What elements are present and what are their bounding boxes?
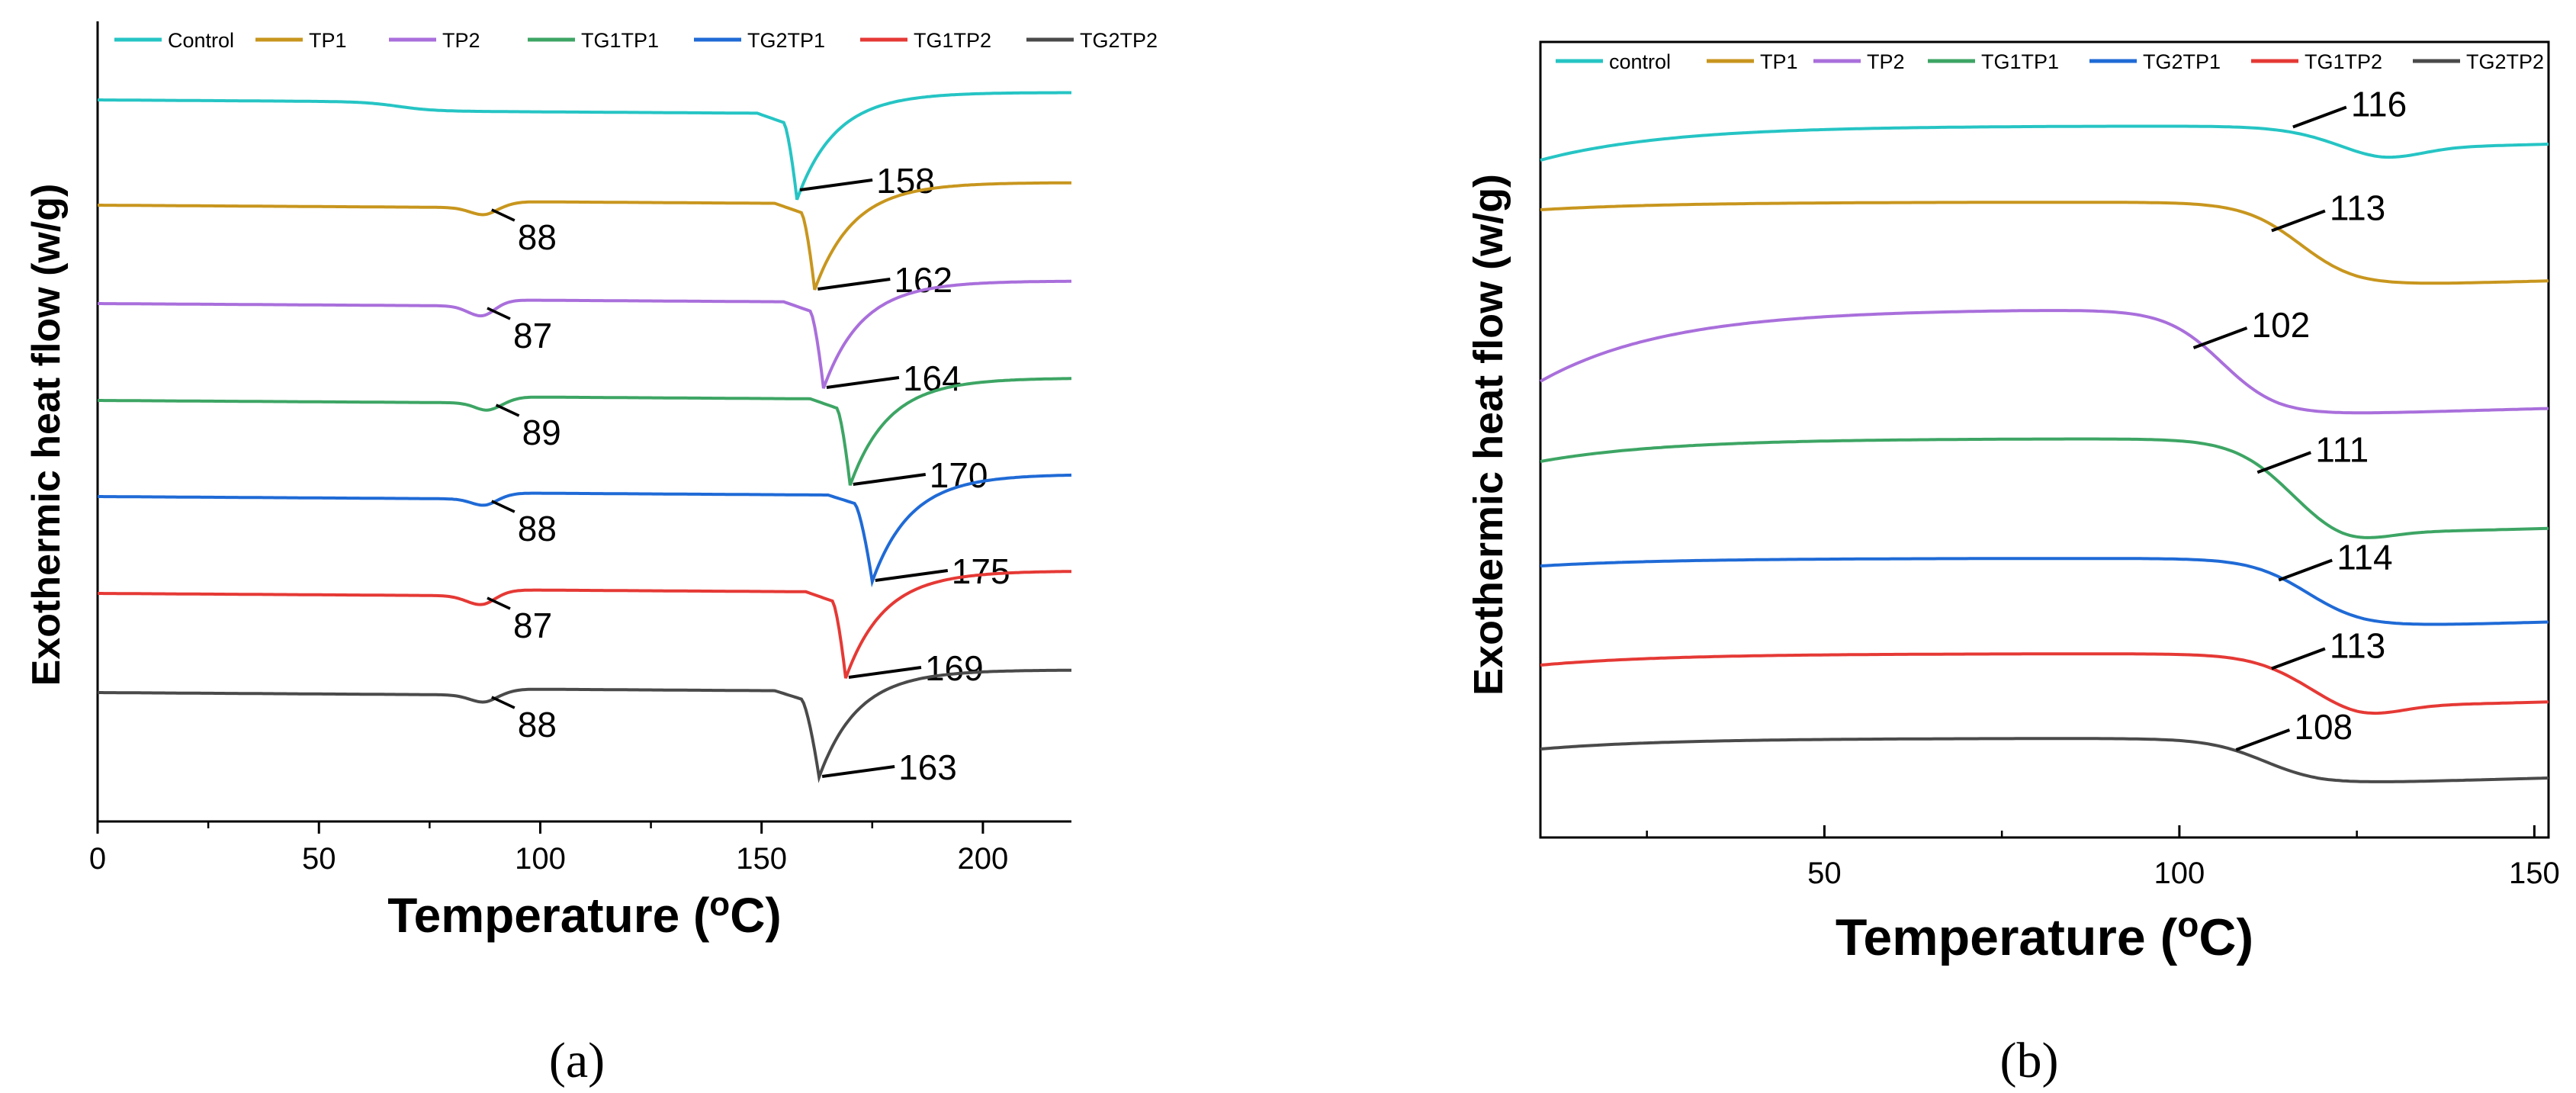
x-tick-label: 150 bbox=[736, 842, 787, 876]
chart-panel-b: 50 100 150 Temperature (oC) Exothermic heat … bbox=[1466, 40, 2560, 1088]
series-line-tg2tp2 bbox=[98, 668, 1071, 783]
annotation-leader bbox=[2235, 728, 2291, 751]
annotation-leader bbox=[826, 376, 900, 389]
legend-label: TG1TP1 bbox=[581, 29, 659, 52]
annotation-leader bbox=[799, 178, 873, 191]
x-tick-label: 50 bbox=[302, 842, 336, 876]
legend-label: TP2 bbox=[1867, 50, 1905, 73]
legend-entry: TG2TP2 bbox=[2413, 50, 2544, 73]
series-line-tg1tp2 bbox=[98, 570, 1071, 679]
y-axis-title: Exothermic heat flow (w/g) bbox=[24, 184, 69, 686]
panel-label-a: (a) bbox=[549, 1033, 605, 1088]
annotation-leader bbox=[875, 569, 949, 582]
legend-label: TG2TP2 bbox=[1080, 29, 1158, 52]
legend-entry: TG1TP2 bbox=[860, 29, 991, 52]
annotation-leader bbox=[487, 596, 511, 610]
x-tick-label: 0 bbox=[89, 842, 106, 876]
peak-annotation: 163 bbox=[898, 747, 957, 787]
series-line-tp1 bbox=[98, 181, 1071, 291]
panel-label-b: (b) bbox=[2000, 1033, 2059, 1088]
series-line-tg1tp2 bbox=[1540, 652, 2549, 715]
event-annotation: 88 bbox=[518, 217, 557, 257]
annotation-leader bbox=[487, 307, 511, 320]
legend-entry: TG1TP1 bbox=[1928, 50, 2059, 73]
annotation-leader bbox=[2271, 647, 2326, 670]
legend-label: TP2 bbox=[442, 29, 480, 52]
annotation-leader bbox=[853, 473, 927, 486]
peak-annotation: 114 bbox=[2337, 538, 2392, 577]
annotation-leader bbox=[495, 403, 520, 417]
chart-panel-a: 0 50 100 150 200 Temperature (oC) Exothermic h… bbox=[24, 21, 1158, 1088]
y-axis-title: Exothermic heat flow (w/g) bbox=[1466, 174, 1511, 696]
series-line-tp2 bbox=[1540, 309, 2549, 415]
series-line-tp2 bbox=[98, 279, 1071, 389]
event-annotation: 89 bbox=[522, 413, 561, 452]
annotation-leader bbox=[821, 765, 895, 778]
annotation-leader bbox=[2278, 558, 2333, 582]
event-annotation: 87 bbox=[513, 316, 552, 355]
event-annotation: 88 bbox=[518, 509, 557, 548]
event-annotation: 87 bbox=[513, 606, 552, 645]
legend-entry: TG2TP1 bbox=[2089, 50, 2221, 73]
legend-label: TP1 bbox=[309, 29, 347, 52]
legend-label: TG2TP1 bbox=[2143, 50, 2221, 73]
annotation-leader bbox=[491, 500, 516, 513]
legend-entry: TG1TP2 bbox=[2251, 50, 2382, 73]
annotation-leader bbox=[2256, 451, 2311, 474]
x-axis-title: Temperature (oC) bbox=[1836, 905, 2253, 966]
peak-annotation: 169 bbox=[925, 648, 984, 688]
legend-entry: TG2TP1 bbox=[694, 29, 825, 52]
x-axis-title: Temperature (oC) bbox=[387, 886, 781, 943]
series-line-tg1tp1 bbox=[1540, 437, 2549, 539]
x-tick-label: 200 bbox=[958, 842, 1009, 876]
series-line-tp1 bbox=[1540, 201, 2549, 285]
legend-entry: TG2TP2 bbox=[1026, 29, 1158, 52]
series-line-tg2tp1 bbox=[98, 473, 1072, 588]
legend-entry: TP1 bbox=[255, 29, 347, 52]
x-tick-label: 100 bbox=[515, 842, 566, 876]
legend-label: TP1 bbox=[1760, 50, 1798, 73]
annotation-leader bbox=[2292, 105, 2347, 129]
peak-annotation: 170 bbox=[930, 455, 988, 495]
legend-entry: TP1 bbox=[1707, 50, 1798, 73]
series-line-tg2tp2 bbox=[1540, 737, 2549, 783]
annotation-leader bbox=[817, 278, 891, 291]
peak-annotation: 113 bbox=[2330, 626, 2385, 666]
peak-annotation: 108 bbox=[2294, 707, 2353, 747]
legend-entry: TP2 bbox=[389, 29, 480, 52]
series-line-tg2tp1 bbox=[1540, 557, 2549, 626]
legend-label: TG1TP2 bbox=[2305, 50, 2382, 73]
legend-label: TG2TP1 bbox=[747, 29, 825, 52]
legend-label: Control bbox=[168, 29, 234, 52]
event-annotation: 88 bbox=[518, 705, 557, 744]
annotation-leader bbox=[491, 208, 516, 222]
peak-annotation: 111 bbox=[2315, 429, 2369, 469]
peak-annotation: 175 bbox=[952, 551, 1010, 591]
annotation-leader bbox=[2271, 209, 2326, 233]
peak-annotation: 162 bbox=[894, 260, 952, 300]
plot-frame bbox=[1539, 40, 2550, 839]
x-tick-label: 100 bbox=[2154, 857, 2205, 890]
legend-entry: control bbox=[1556, 50, 1671, 73]
legend-label: TG1TP2 bbox=[914, 29, 991, 52]
x-tick-label: 50 bbox=[1807, 857, 1842, 890]
legend-label: control bbox=[1609, 50, 1671, 73]
legend-entry: Control bbox=[114, 29, 234, 52]
legend-label: TG1TP1 bbox=[1981, 50, 2059, 73]
series-line-control bbox=[98, 91, 1071, 201]
x-tick-label: 150 bbox=[2509, 857, 2560, 890]
legend-entry: TG1TP1 bbox=[528, 29, 659, 52]
legend-entry: TP2 bbox=[1813, 50, 1905, 73]
annotation-leader bbox=[2192, 326, 2248, 349]
annotation-leader bbox=[491, 696, 516, 709]
legend-label: TG2TP2 bbox=[2466, 50, 2544, 73]
series-line-tg1tp1 bbox=[98, 377, 1071, 486]
peak-annotation: 102 bbox=[2252, 305, 2311, 345]
peak-annotation: 113 bbox=[2330, 188, 2385, 228]
annotation-leader bbox=[848, 666, 922, 679]
peak-annotation: 116 bbox=[2351, 85, 2407, 124]
series-line-control bbox=[1540, 124, 2549, 162]
